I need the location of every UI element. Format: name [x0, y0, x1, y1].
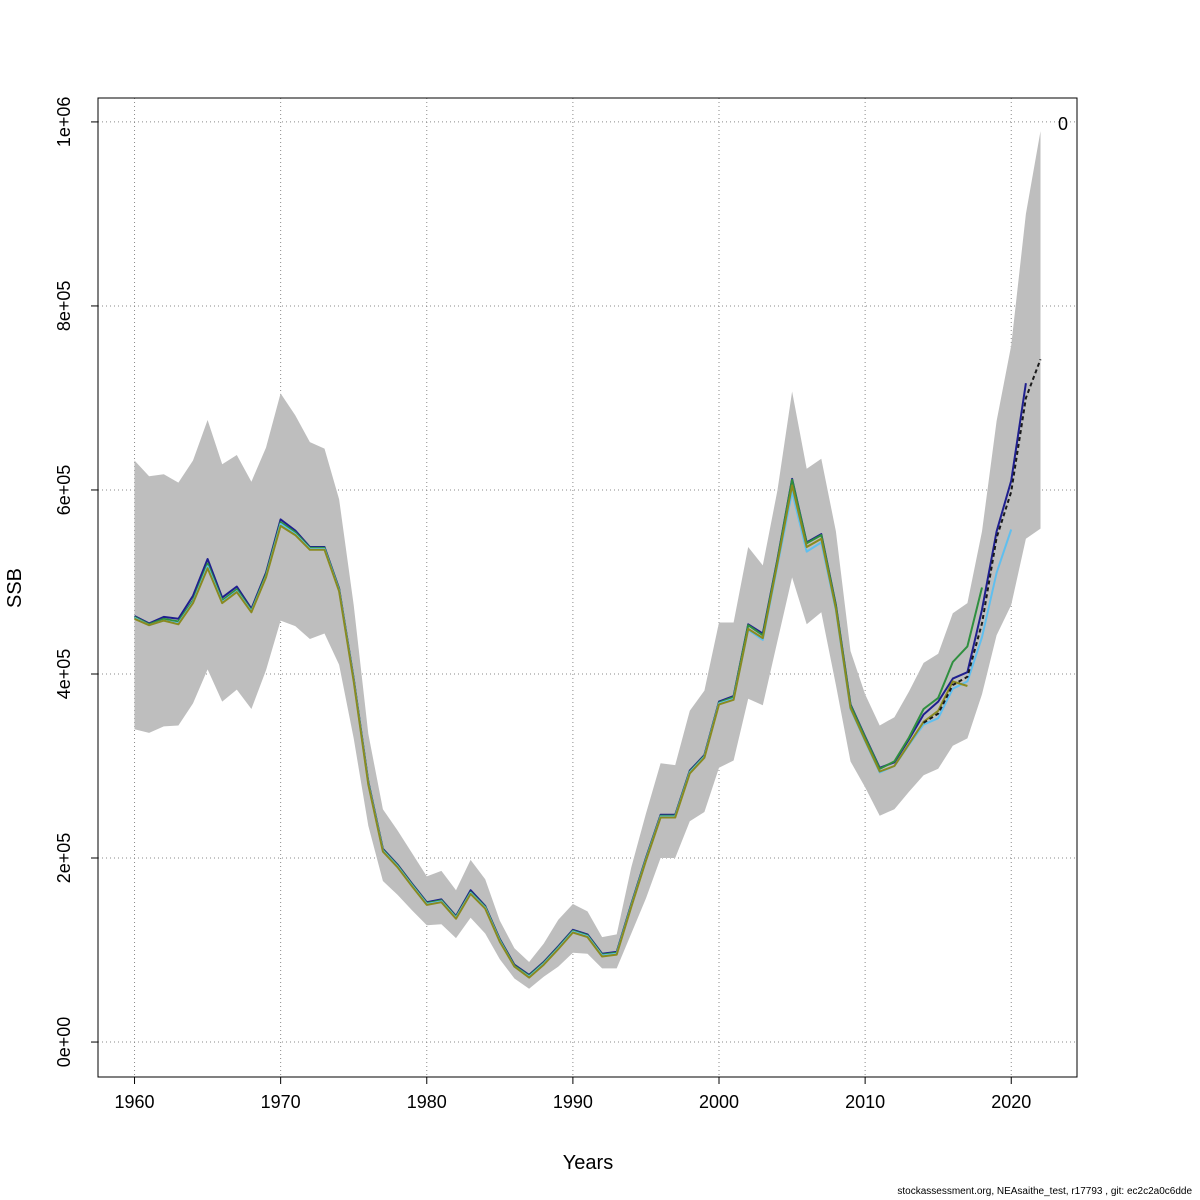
footer-credit: stockassessment.org, NEAsaithe_test, r17… — [897, 1186, 1192, 1197]
y-tick-label: 6e+05 — [54, 465, 74, 516]
y-tick-label: 8e+05 — [54, 281, 74, 332]
y-tick-label: 4e+05 — [54, 649, 74, 700]
x-tick-label: 1960 — [115, 1092, 155, 1112]
x-tick-label: 1970 — [261, 1092, 301, 1112]
x-tick-label: 1980 — [407, 1092, 447, 1112]
y-tick-label: 1e+06 — [54, 97, 74, 148]
y-tick-label: 2e+05 — [54, 833, 74, 884]
series-line-5 — [923, 358, 1042, 724]
x-axis: 1960 1970 1980 1990 2000 2010 2020 — [115, 1076, 1031, 1112]
x-tick-label: 2020 — [991, 1092, 1031, 1112]
x-tick-label: 2000 — [699, 1092, 739, 1112]
y-tick-label: 0e+00 — [54, 1017, 74, 1068]
series-line-4 — [134, 484, 968, 979]
corner-annotation: 0 — [1058, 114, 1068, 134]
y-axis: 0e+00 2e+05 4e+05 6e+05 8e+05 1e+06 — [54, 97, 99, 1068]
x-tick-label: 1990 — [553, 1092, 593, 1112]
y-axis-title: SSB — [4, 568, 26, 608]
x-axis-title: Years — [563, 1152, 613, 1174]
series-lines — [134, 358, 1042, 979]
x-tick-label: 2010 — [845, 1092, 885, 1112]
confidence-band — [134, 131, 1041, 989]
